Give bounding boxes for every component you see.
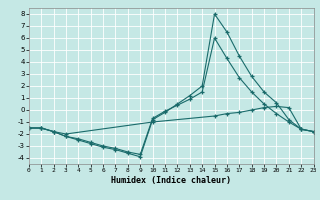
X-axis label: Humidex (Indice chaleur): Humidex (Indice chaleur) xyxy=(111,176,231,185)
